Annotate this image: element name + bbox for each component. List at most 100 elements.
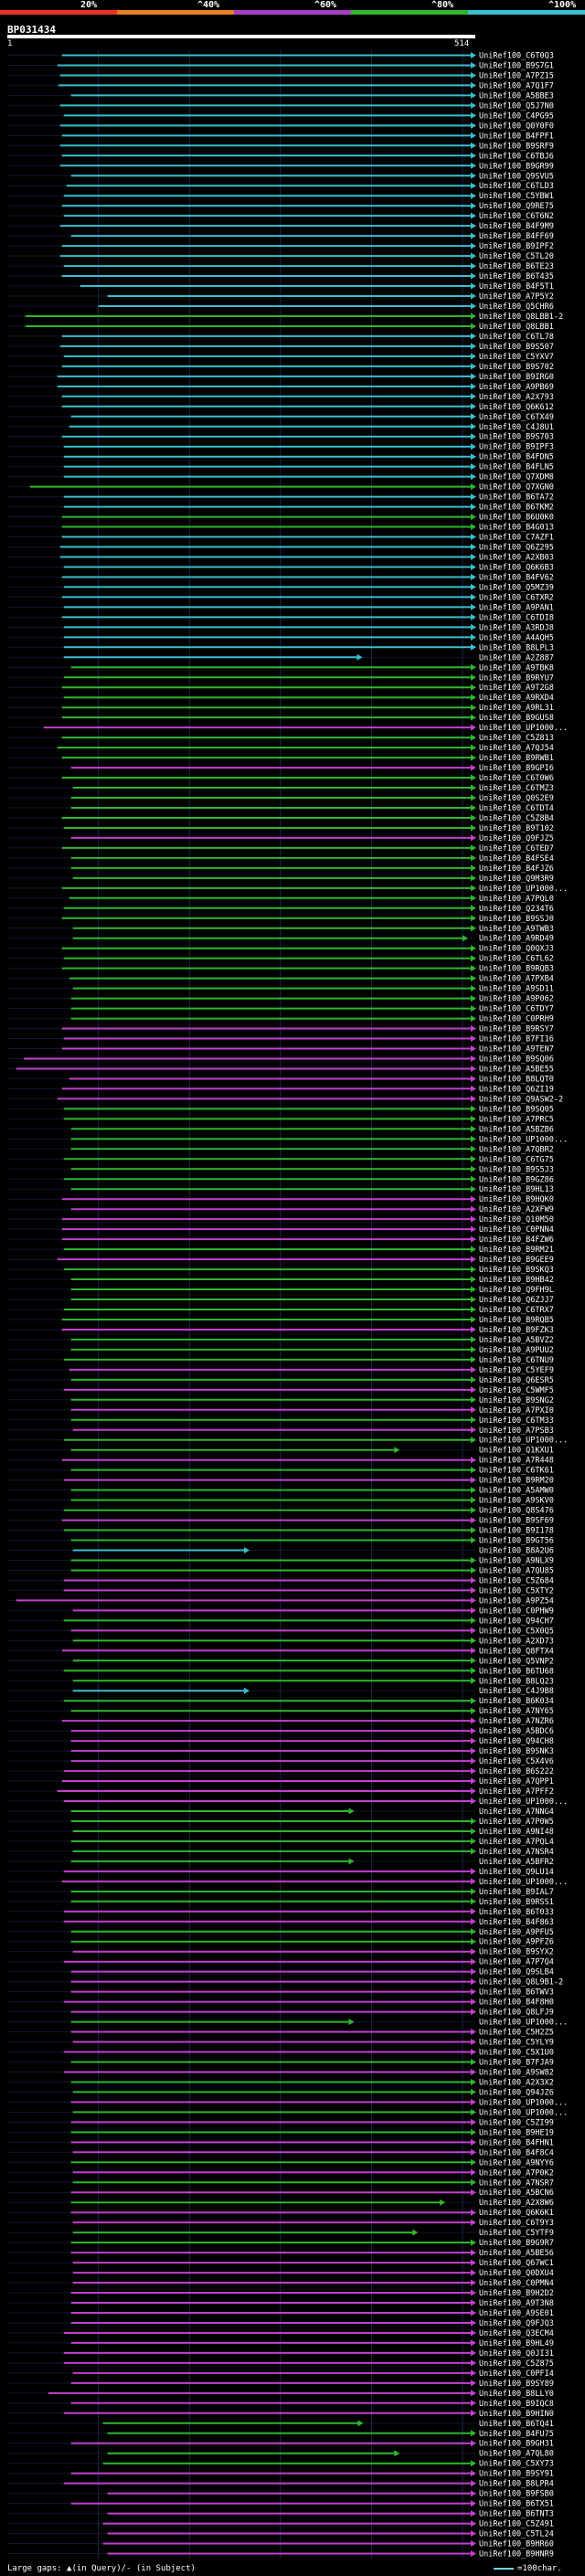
hit-arrow <box>471 483 476 491</box>
hit-arrow <box>471 995 476 1002</box>
hit-label: UniRef100_A9SE01 <box>479 2309 554 2318</box>
hit-arrow <box>471 1175 476 1182</box>
hit-label: UniRef100_A7PXB4 <box>479 975 554 984</box>
hit-label: UniRef100_Q94JZ6 <box>479 2088 554 2097</box>
hit-arrow <box>471 252 476 260</box>
hit-label: UniRef100_B9RM20 <box>479 1477 554 1486</box>
hit-arrow <box>471 1828 476 1835</box>
hit-label: UniRef100_C6T0Q3 <box>479 51 554 60</box>
hit-label: UniRef100_B9G9R7 <box>479 2239 554 2248</box>
hit-label: UniRef100_A5BZB6 <box>479 1125 554 1134</box>
hit-label: UniRef100_Q8FTX4 <box>479 1647 554 1656</box>
hit-arrow <box>471 1035 476 1043</box>
hit-label: UniRef100_C5YTF9 <box>479 2229 554 2238</box>
hit-label: UniRef100_B4FJZ6 <box>479 864 554 874</box>
hit-arrow <box>471 2400 476 2407</box>
hit-arrow <box>471 2510 476 2518</box>
hit-label: UniRef100_C0PFI4 <box>479 2369 554 2379</box>
query-id: BP031434 <box>7 24 56 36</box>
hit-arrow <box>471 323 476 330</box>
hit-arrow <box>471 684 476 691</box>
hit-arrow <box>471 1246 476 1253</box>
hit-label: UniRef100_A7QPP1 <box>479 1777 554 1786</box>
hit-label: UniRef100_A9PFZ6 <box>479 1938 554 1947</box>
hit-arrow <box>471 152 476 159</box>
hit-label: UniRef100_Q3ECM4 <box>479 2329 554 2338</box>
hit-label: UniRef100_B4FLN5 <box>479 463 554 472</box>
hit-label: UniRef100_B9SSJ0 <box>479 915 554 924</box>
hit-label: UniRef100_A7QBR2 <box>479 1145 554 1154</box>
hit-arrow <box>471 2009 476 2016</box>
hit-label: UniRef100_Q0S2E9 <box>479 794 554 803</box>
hit-arrow <box>471 794 476 801</box>
hit-label: UniRef100_A5BE56 <box>479 2249 554 2258</box>
hit-label: UniRef100_C6TMZ3 <box>479 784 554 793</box>
hit-arrow <box>471 2269 476 2276</box>
hit-label: UniRef100_A9SKV0 <box>479 1497 554 1506</box>
hit-label: UniRef100_B6TWV3 <box>479 1988 554 1998</box>
hit-arrow <box>471 1316 476 1323</box>
hit-label: UniRef100_C4J9B8 <box>479 1687 554 1696</box>
scale-label-4: ^100% <box>548 0 577 10</box>
legend-scale: =100char. <box>494 2564 562 2573</box>
hit-arrow <box>471 1978 476 1986</box>
hit-arrow <box>412 2229 419 2236</box>
hit-arrow <box>471 282 476 290</box>
hit-label: UniRef100_B9IQC8 <box>479 2400 554 2409</box>
hit-label: UniRef100_A9T2G8 <box>479 684 554 693</box>
hit-arrow <box>471 1185 476 1193</box>
hit-label: UniRef100_B9H2D2 <box>479 2289 554 2298</box>
hit-arrow <box>471 1527 476 1534</box>
hit-label: UniRef100_A7NSR7 <box>479 2178 554 2188</box>
hit-label: UniRef100_C5XTY2 <box>479 1586 554 1595</box>
hit-arrow <box>471 623 476 631</box>
hit-arrow <box>471 2189 476 2196</box>
hit-label: UniRef100_Q9FJZ5 <box>479 834 554 843</box>
hit-label: UniRef100_B4FF69 <box>479 232 554 241</box>
hit-label: UniRef100_B9GZ86 <box>479 1175 554 1184</box>
hit-arrow <box>471 573 476 580</box>
hit-arrow <box>471 975 476 982</box>
hit-label: UniRef100_Q9ASW2-2 <box>479 1095 563 1104</box>
hit-arrow <box>471 142 476 149</box>
hit-arrow <box>471 1537 476 1544</box>
hit-label: UniRef100_A7PZ15 <box>479 71 554 80</box>
hit-arrow <box>471 192 476 199</box>
hit-arrow <box>471 2118 476 2125</box>
scale-bar-2 <box>234 10 351 15</box>
hit-arrow <box>471 423 476 430</box>
hit-arrow <box>471 1566 476 1574</box>
hit-arrow <box>471 694 476 701</box>
hit-arrow <box>471 363 476 370</box>
hit-arrow <box>471 744 476 751</box>
hit-arrow <box>471 132 476 139</box>
hit-label: UniRef100_B9SF69 <box>479 1517 554 1526</box>
hit-label: UniRef100_Q6Z295 <box>479 544 554 553</box>
hit-arrow <box>471 2550 476 2558</box>
hit-label: UniRef100_C6TXR2 <box>479 593 554 602</box>
hit-label: UniRef100_A7P7Q4 <box>479 1958 554 1967</box>
hit-label: UniRef100_A9PB69 <box>479 383 554 392</box>
hit-arrow <box>471 593 476 600</box>
hit-label: UniRef100_C6TRX7 <box>479 1306 554 1315</box>
hit-label: UniRef100_B8LPL3 <box>479 643 554 652</box>
hit-arrow <box>471 1677 476 1684</box>
hit-arrow <box>471 2209 476 2216</box>
hit-arrow <box>471 1356 476 1363</box>
hit-arrow <box>471 875 476 882</box>
hit-arrow <box>471 1988 476 1996</box>
hit-label: UniRef100_B9IPF3 <box>479 443 554 452</box>
hit-arrow <box>471 2319 476 2327</box>
hit-label: UniRef100_B6K034 <box>479 1697 554 1706</box>
hit-label: UniRef100_B6TA72 <box>479 493 554 503</box>
hit-label: UniRef100_B6T435 <box>479 272 554 281</box>
hit-arrow <box>471 2359 476 2367</box>
hit-label: UniRef100_A7PQL0 <box>479 895 554 904</box>
scale-bar-1 <box>117 10 234 15</box>
hit-label: UniRef100_Q8LBB1-2 <box>479 313 563 322</box>
hit-arrow <box>471 1306 476 1313</box>
hit-label: UniRef100_Q6K612 <box>479 403 554 412</box>
hit-label: UniRef100_C5YEF9 <box>479 1366 554 1375</box>
hit-arrow <box>471 1968 476 1976</box>
